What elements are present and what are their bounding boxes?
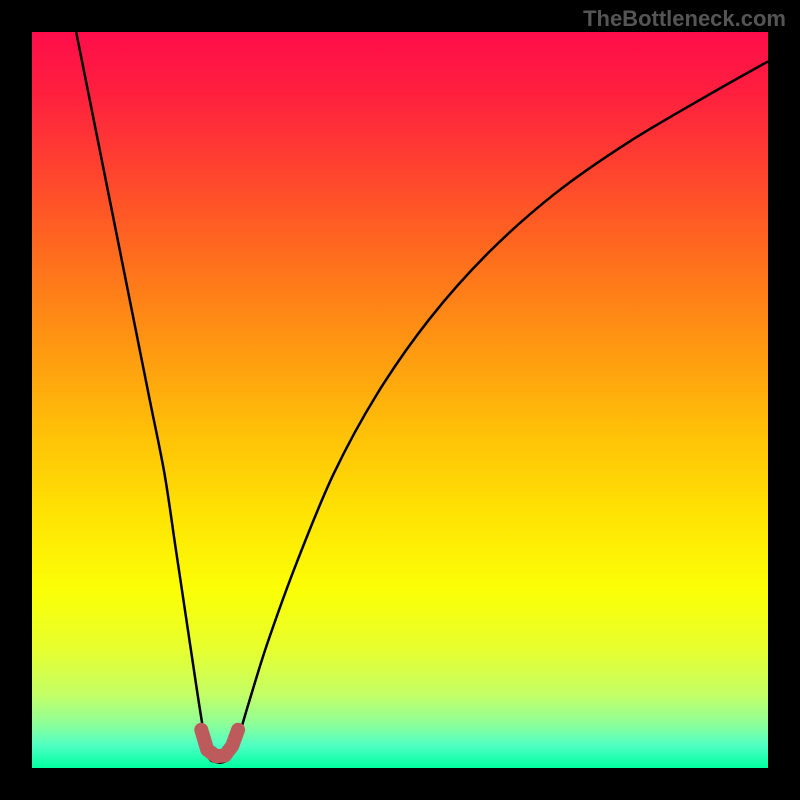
bottleneck-curve [76, 32, 768, 763]
curve-overlay [0, 0, 800, 800]
minimum-highlight [201, 730, 238, 756]
watermark-text: TheBottleneck.com [583, 6, 786, 32]
chart-frame: TheBottleneck.com [0, 0, 800, 800]
